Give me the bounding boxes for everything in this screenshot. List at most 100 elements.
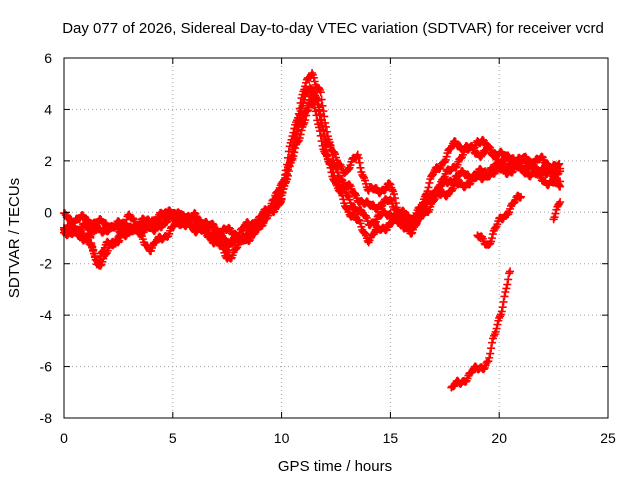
data-point [495,313,504,322]
y-tick-label: 4 [44,101,52,117]
data-point [293,129,302,138]
data-point [555,159,564,168]
data-point [496,312,505,321]
data-point [345,180,354,189]
x-axis-label: GPS time / hours [278,458,392,475]
series-trace-6 [447,267,515,392]
data-point [554,160,563,169]
data-point [232,244,241,253]
data-point [469,144,478,153]
data-point [267,203,276,212]
data-point [447,143,456,152]
data-point [188,223,197,232]
data-point [487,344,496,353]
chart-title: Day 077 of 2026, Sidereal Day-to-day VTE… [62,20,604,37]
data-point [116,233,125,242]
data-point [295,111,304,120]
data-point [286,155,295,164]
data-point [516,193,525,202]
data-point [332,179,340,188]
data-point [326,163,335,172]
data-point [89,245,98,254]
y-tick-label: 2 [44,153,52,169]
data-point [498,303,507,312]
data-point [281,173,290,182]
data-point [200,225,209,234]
data-point [327,168,336,177]
data-point [269,199,278,208]
data-point [484,142,493,151]
data-point [500,292,509,301]
data-point [551,209,560,218]
data-point [486,349,495,358]
data-point [308,69,317,78]
y-tick-label: -4 [40,307,53,323]
data-layer [60,69,565,392]
data-point [325,160,334,169]
data-point [95,223,104,232]
x-tick-label: 0 [60,430,68,446]
data-point [442,192,451,201]
data-point [350,211,359,220]
data-point [256,220,265,229]
data-point [312,95,321,104]
data-point [506,267,515,276]
x-tick-label: 25 [600,430,616,446]
data-point [344,165,353,174]
data-point [87,241,96,250]
data-point [479,365,488,374]
data-point [391,198,400,207]
data-point [351,189,360,198]
data-point [492,324,501,333]
data-point [96,261,105,270]
data-point [282,170,291,179]
data-point [314,105,323,114]
data-point [520,153,529,162]
data-point [495,161,504,170]
data-point [69,223,78,232]
data-point [502,284,511,293]
x-tick-label: 15 [383,430,399,446]
data-point [320,130,329,139]
data-point [516,192,525,201]
data-point [354,215,363,224]
data-point [338,191,347,200]
x-tick-label: 20 [491,430,507,446]
data-point [501,288,510,297]
data-point [313,100,322,109]
series-trace-4 [60,88,565,270]
data-point [90,249,99,258]
data-point [217,241,226,250]
data-point [497,307,506,316]
data-point [487,234,496,243]
data-point [421,199,430,208]
data-point [359,172,368,181]
data-point [504,275,513,284]
data-point [305,99,314,108]
data-point [556,164,565,173]
data-point [380,186,389,195]
data-point [79,211,88,220]
data-point [139,228,148,237]
data-point [499,297,508,306]
data-point [489,331,498,340]
data-point [511,159,520,168]
tick-layer: 0 5 10 15 20 25 -8 -6 -4 -2 0 2 4 6 [40,50,616,446]
data-point [418,208,427,217]
data-point [273,187,282,196]
data-point [429,190,438,199]
data-point [336,187,345,196]
data-point [477,152,486,161]
y-axis-label: SDTVAR / TECUs [6,178,23,298]
data-point [550,213,559,222]
data-point [354,154,363,163]
data-point [319,125,328,134]
data-point [388,185,397,194]
y-tick-label: -6 [40,359,53,375]
x-tick-label: 5 [169,430,177,446]
data-point [279,177,288,186]
data-point [356,163,365,172]
data-point [315,84,324,93]
data-point [394,208,403,217]
data-point [488,338,497,347]
